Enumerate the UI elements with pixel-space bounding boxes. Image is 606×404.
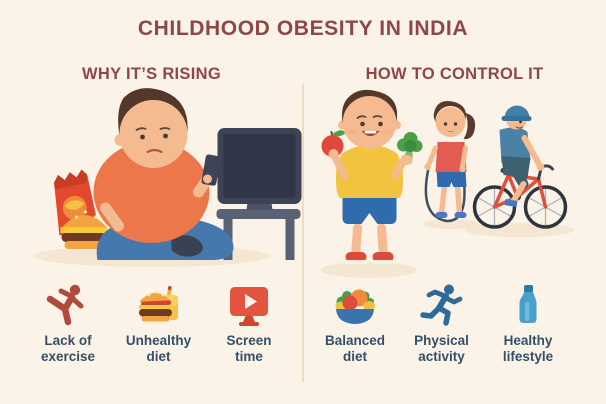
healthy-kids-illustration [303,88,606,280]
left-icon-row: Lack of exercise [0,282,303,365]
running-person-icon [419,282,465,328]
poster-title: CHILDHOOD OBESITY IN INDIA [137,17,469,40]
balanced-diet-label: Balanced diet [324,333,386,364]
burger [60,210,108,249]
water-bottle-icon [505,282,551,328]
physical-activity-label: Physical activity [414,333,469,364]
fruit-bowl-icon [332,282,378,328]
section-how-to-control: HOW TO CONTROL IT [303,53,606,365]
item-lack-of-exercise: Lack of exercise [26,282,110,365]
item-physical-activity: Physical activity [400,282,484,365]
lack-of-exercise-label: Lack of exercise [40,333,96,364]
broccoli [397,132,423,165]
unhealthy-diet-label: Unhealthy diet [125,333,192,364]
healthy-lifestyle-label: Healthy lifestyle [502,333,554,364]
tv-play-icon [226,282,272,328]
left-section-heading: WHY IT’S RISING [82,65,221,83]
right-icon-row: Balanced diet [303,282,606,365]
item-balanced-diet: Balanced diet [313,282,397,365]
apple [321,130,346,159]
right-section-heading: HOW TO CONTROL IT [365,65,544,83]
item-screen-time: Screen time [207,282,291,365]
item-healthy-lifestyle: Healthy lifestyle [486,282,570,365]
burger-and-fries-icon [136,282,182,328]
healthy-kids-scene [320,89,575,278]
obese-boy-scene [33,88,302,267]
kicking-person-icon [45,282,91,328]
tv-on-stand [216,128,302,260]
section-why-its-rising: WHY IT’S RISING [0,53,303,365]
columns: WHY IT’S RISING [0,53,606,365]
vertical-divider [302,84,304,382]
boy-on-bicycle [472,105,568,229]
item-unhealthy-diet: Unhealthy diet [117,282,201,365]
obesity-illustration [0,88,303,280]
screen-time-label: Screen time [226,333,272,364]
boy-with-apple-and-broccoli [321,89,423,264]
girl-with-jump-rope [424,101,476,223]
boy-with-phone [93,88,234,260]
